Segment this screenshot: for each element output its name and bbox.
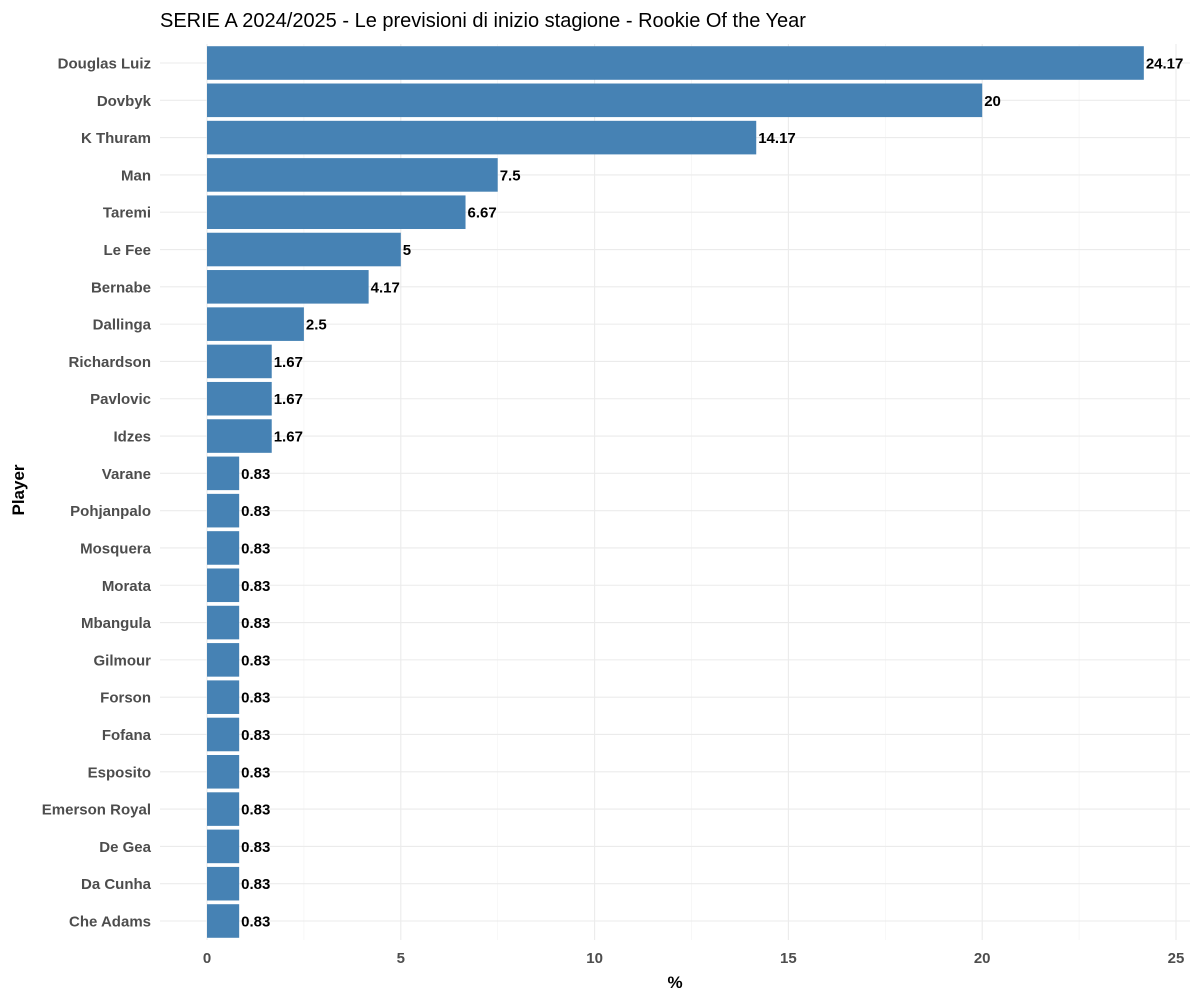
bar-value-label: 0.83 <box>241 578 270 595</box>
bar-value-label: 0.83 <box>241 914 270 931</box>
y-tick-labels: Douglas Luiz Dovbyk K Thuram Man Taremi Le Fe… <box>42 56 152 931</box>
bar <box>207 568 240 603</box>
bar-value-label: 0.83 <box>241 503 270 520</box>
y-tick-label: Mosquera <box>80 540 152 557</box>
bar <box>207 46 1144 80</box>
bar <box>207 419 272 453</box>
y-tick-label: Man <box>121 167 151 184</box>
bar <box>207 83 983 118</box>
x-tick-label: 20 <box>974 950 991 967</box>
bar-value-label: 6.67 <box>468 205 497 222</box>
bar-value-label: 0.83 <box>241 690 270 707</box>
bars <box>207 46 1144 938</box>
x-tick-label: 5 <box>397 950 405 967</box>
x-tick-label: 25 <box>1168 950 1185 967</box>
bar-value-label: 0.83 <box>241 466 270 483</box>
bar <box>207 717 240 752</box>
y-tick-label: K Thuram <box>81 130 151 147</box>
y-tick-label: De Gea <box>99 839 151 856</box>
bar-value-label: 4.17 <box>371 279 400 296</box>
bar <box>207 904 240 938</box>
bar-value-label: 14.17 <box>758 130 796 147</box>
x-tick-label: 0 <box>203 950 211 967</box>
y-tick-label: Le Fee <box>103 242 151 259</box>
x-tick-label: 15 <box>780 950 797 967</box>
x-tick-labels: 0 5 10 15 20 25 <box>203 950 1185 967</box>
bar-value-label: 5 <box>403 242 411 259</box>
bar <box>207 158 498 192</box>
bar <box>207 605 240 640</box>
y-tick-label: Dallinga <box>93 317 152 334</box>
y-tick-label: Richardson <box>68 354 151 371</box>
bar <box>207 195 466 230</box>
y-axis-title: Player <box>9 464 28 515</box>
bar <box>207 680 240 714</box>
bar <box>207 120 757 155</box>
y-tick-label: Varane <box>102 466 151 483</box>
bar-value-label: 0.83 <box>241 764 270 781</box>
x-tick-label: 10 <box>586 950 603 967</box>
bar-value-label: 0.83 <box>241 839 270 856</box>
bar-value-label: 0.83 <box>241 652 270 669</box>
bar-value-label: 0.83 <box>241 802 270 819</box>
bar <box>207 531 240 565</box>
bar <box>207 754 240 789</box>
bar-value-label: 24.17 <box>1146 56 1184 73</box>
y-tick-label: Bernabe <box>91 279 151 296</box>
bar-value-label: 1.67 <box>274 391 303 408</box>
bar <box>207 792 240 826</box>
bar-value-label: 0.83 <box>241 727 270 744</box>
y-tick-label: Fofana <box>102 727 152 744</box>
bar <box>207 344 272 379</box>
y-tick-label: Mbangula <box>81 615 152 632</box>
y-tick-label: Forson <box>100 690 151 707</box>
y-tick-label: Gilmour <box>93 652 151 669</box>
bar-value-label: 7.5 <box>500 167 521 184</box>
data-labels: 24.17 20 14.17 7.5 6.67 5 4.17 2.5 1.67 1.67 1.67 0… <box>241 56 1183 931</box>
y-tick-label: Emerson Royal <box>42 802 151 819</box>
y-tick-label: Dovbyk <box>97 93 152 110</box>
bar <box>207 270 369 304</box>
bar <box>207 493 240 528</box>
x-axis-title: % <box>667 973 682 992</box>
bar-value-label: 0.83 <box>241 615 270 632</box>
bar <box>207 232 401 267</box>
y-tick-label: Morata <box>102 578 152 595</box>
y-tick-label: Idzes <box>113 429 151 446</box>
y-tick-label: Pavlovic <box>90 391 151 408</box>
bar <box>207 643 240 677</box>
y-tick-label: Esposito <box>88 764 151 781</box>
bar <box>207 456 240 491</box>
chart-title: SERIE A 2024/2025 - Le previsioni di ini… <box>160 10 806 32</box>
bar <box>207 307 304 341</box>
bar-value-label: 0.83 <box>241 876 270 893</box>
bar-value-label: 1.67 <box>274 354 303 371</box>
y-tick-label: Che Adams <box>69 914 151 931</box>
bar-value-label: 1.67 <box>274 429 303 446</box>
bar-value-label: 0.83 <box>241 540 270 557</box>
y-tick-label: Douglas Luiz <box>58 56 151 73</box>
bar-value-label: 2.5 <box>306 317 327 334</box>
y-tick-label: Da Cunha <box>81 876 152 893</box>
y-tick-label: Taremi <box>103 205 151 222</box>
bar-value-label: 20 <box>984 93 1001 110</box>
bar <box>207 829 240 864</box>
bar <box>207 381 272 416</box>
bar <box>207 866 240 901</box>
y-tick-label: Pohjanpalo <box>70 503 151 520</box>
